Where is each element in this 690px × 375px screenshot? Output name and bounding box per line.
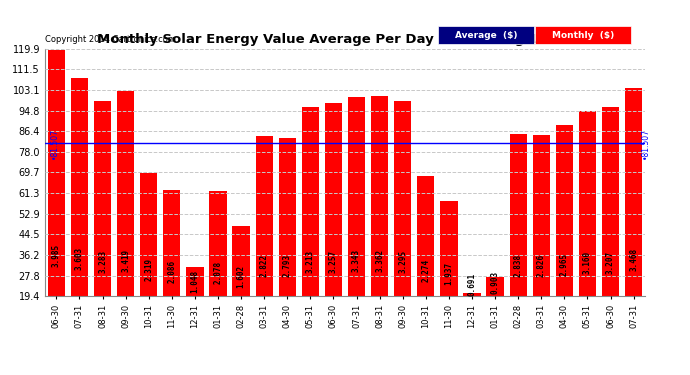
Text: 2.078: 2.078	[213, 260, 222, 284]
Bar	[602, 107, 619, 344]
Text: 3.207: 3.207	[606, 251, 615, 273]
Bar	[509, 134, 527, 344]
Text: 2.826: 2.826	[537, 254, 546, 277]
Text: 1.602: 1.602	[237, 265, 246, 288]
Text: 0.903: 0.903	[491, 271, 500, 294]
Bar	[48, 50, 65, 344]
Text: •81.507: •81.507	[640, 128, 649, 159]
Text: 3.985: 3.985	[52, 243, 61, 267]
Bar	[325, 104, 342, 344]
Bar	[209, 190, 227, 344]
Text: 1.937: 1.937	[444, 262, 453, 285]
Text: 2.965: 2.965	[560, 253, 569, 276]
Bar	[255, 135, 273, 344]
FancyBboxPatch shape	[535, 27, 631, 44]
Text: 3.419: 3.419	[121, 249, 130, 272]
Text: 2.274: 2.274	[422, 259, 431, 282]
Bar	[279, 138, 296, 344]
Bar	[463, 293, 481, 344]
Text: 3.213: 3.213	[306, 251, 315, 273]
Text: 3.603: 3.603	[75, 247, 84, 270]
Bar	[94, 102, 111, 344]
Text: 2.319: 2.319	[144, 258, 153, 281]
Text: 2.838: 2.838	[513, 254, 522, 277]
Text: Copyright 2014 Cartronics.com: Copyright 2014 Cartronics.com	[45, 35, 176, 44]
Text: •81.507: •81.507	[50, 128, 59, 159]
Bar	[186, 267, 204, 344]
Bar	[163, 190, 181, 344]
Text: 3.283: 3.283	[98, 250, 107, 273]
Text: Monthly  ($): Monthly ($)	[552, 31, 614, 40]
Bar	[486, 277, 504, 344]
Title: Monthly Solar Energy Value Average Per Day ($) Tue Aug 12 06:27: Monthly Solar Energy Value Average Per D…	[97, 33, 593, 46]
Bar	[579, 111, 596, 344]
Bar	[417, 176, 435, 344]
Bar	[555, 125, 573, 344]
Text: 2.793: 2.793	[283, 254, 292, 277]
Text: 1.048: 1.048	[190, 270, 199, 293]
Text: 3.468: 3.468	[629, 248, 638, 271]
FancyBboxPatch shape	[438, 27, 534, 44]
Bar	[625, 88, 642, 344]
Text: 3.160: 3.160	[583, 251, 592, 274]
Bar	[233, 226, 250, 344]
Bar	[440, 201, 457, 344]
Bar	[302, 106, 319, 344]
Bar	[533, 135, 550, 344]
Text: 0.691: 0.691	[468, 273, 477, 296]
Bar	[71, 78, 88, 344]
Bar	[117, 92, 135, 344]
Bar	[394, 100, 411, 344]
Text: 3.295: 3.295	[398, 250, 407, 273]
Text: 3.257: 3.257	[329, 250, 338, 273]
Text: Average  ($): Average ($)	[455, 31, 518, 40]
Text: 2.086: 2.086	[168, 260, 177, 284]
Bar	[371, 96, 388, 344]
Text: 3.362: 3.362	[375, 249, 384, 272]
Bar	[140, 173, 157, 344]
Text: 3.343: 3.343	[352, 249, 361, 272]
Text: 2.822: 2.822	[259, 254, 268, 277]
Bar	[348, 97, 365, 344]
